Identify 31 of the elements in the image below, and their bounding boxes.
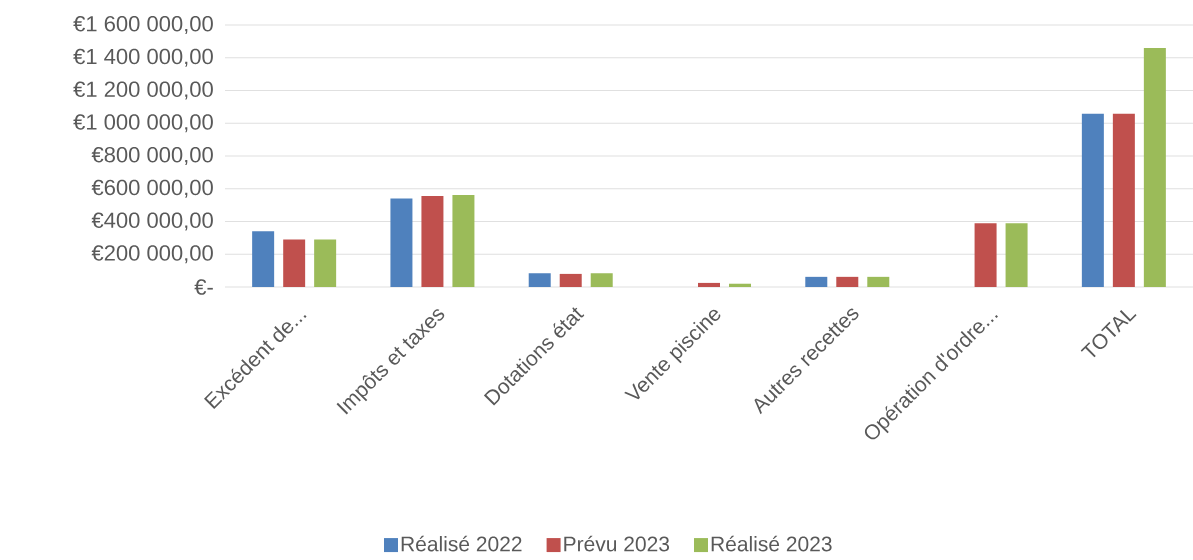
y-tick-label: €1 000 000,00 [73,114,213,133]
legend-label: Réalisé 2023 [711,535,832,552]
y-tick-label: €800 000,00 [91,146,213,166]
bar [1143,47,1166,287]
bar [1081,113,1104,287]
bar [1112,113,1135,287]
y-tick-label: €200 000,00 [91,245,213,264]
bar [836,276,859,287]
bar [867,276,890,287]
bar [590,273,613,287]
bar [252,231,275,287]
bar [283,239,306,287]
y-tick-label: €- [194,279,213,295]
bar [559,273,582,287]
y-tick-label: €1 400 000,00 [73,48,213,67]
y-tick-label: €1 200 000,00 [73,81,213,100]
bar [452,194,475,287]
bar [1005,223,1028,287]
legend-label: Prévu 2023 [564,535,670,552]
y-tick-label: €600 000,00 [91,179,213,198]
bar [805,276,828,287]
bar [729,283,751,287]
bar [421,196,444,287]
bar [698,282,720,287]
y-tick-label: €400 000,00 [91,212,213,231]
bar [390,198,413,287]
bar [528,273,551,287]
bar [314,239,337,287]
y-tick-label: €1 600 000,00 [73,15,213,35]
bar [974,223,997,287]
legend-label: Réalisé 2022 [401,535,522,552]
